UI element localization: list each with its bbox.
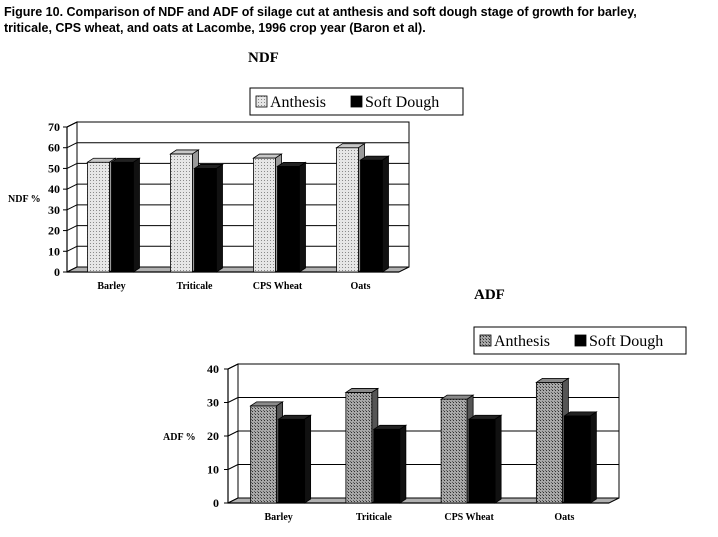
ndf-chart-title: NDF — [248, 50, 279, 66]
adf-bar-soft-dough-front — [468, 418, 496, 504]
adf-bar-soft-dough-front — [373, 428, 401, 504]
adf-legend-swatch-soft-dough — [574, 334, 587, 347]
adf-bar-soft-dough-side — [304, 414, 312, 504]
ndf-y-tick-label: 60 — [48, 141, 60, 155]
adf-bar-soft-dough-side — [494, 414, 502, 504]
ndf-gridline-depth — [66, 162, 78, 169]
adf-bar-anthesis — [535, 377, 570, 504]
adf-bar-anthesis — [344, 387, 380, 504]
ndf-legend: Anthesis Soft Dough — [249, 87, 464, 116]
ndf-gridline-depth — [66, 225, 78, 232]
adf-bar-soft-dough — [372, 424, 408, 504]
ndf-bar-soft-dough-side — [133, 157, 140, 273]
ndf-category-label: CPS Wheat — [253, 281, 303, 292]
adf-legend: Anthesis Soft Dough — [473, 326, 687, 355]
adf-category-label: Oats — [554, 512, 574, 523]
ndf-bar-soft-dough — [110, 157, 141, 273]
ndf-bar-anthesis-front — [170, 153, 193, 273]
ndf-bar-soft-dough — [276, 161, 307, 273]
ndf-gridline-depth — [66, 142, 78, 149]
ndf-bar-soft-dough-front — [111, 161, 134, 273]
ndf-legend-swatch-anthesis — [255, 95, 268, 108]
ndf-bar-anthesis-front — [253, 157, 276, 273]
adf-y-axis-label: ADF % — [163, 432, 196, 443]
ndf-y-tick-label: 70 — [48, 120, 60, 134]
adf-bar-soft-dough-side — [399, 424, 407, 504]
ndf-y-tick-label: 40 — [48, 182, 60, 196]
ndf-y-tick-label: 20 — [48, 224, 60, 238]
adf-legend-swatch-anthesis — [479, 334, 492, 347]
adf-bar-anthesis — [249, 401, 284, 504]
ndf-y-tick-label: 0 — [54, 265, 60, 279]
adf-y-tick-label: 30 — [207, 396, 219, 410]
ndf-category-label: Triticale — [177, 281, 213, 292]
ndf-y-axis-label: NDF % — [8, 194, 41, 205]
ndf-chart: 0 10 20 30 40 50 60 70 NDF % Barley Triticale CPS W… — [8, 87, 464, 292]
adf-bar-anthesis-front — [440, 398, 468, 504]
adf-y-tick-label: 40 — [207, 362, 219, 376]
ndf-bar-soft-dough — [193, 163, 224, 273]
adf-y-tick-label: 10 — [207, 463, 219, 477]
adf-y-tick-label: 0 — [213, 496, 219, 510]
adf-bar-anthesis-front — [535, 381, 563, 504]
adf-legend-label-soft-dough: Soft Dough — [589, 333, 663, 350]
ndf-y-tick-label: 30 — [48, 203, 60, 217]
ndf-bar-soft-dough-side — [299, 161, 306, 273]
adf-gridline-depth — [227, 464, 239, 470]
ndf-bar-soft-dough — [359, 155, 390, 273]
adf-category-label: Barley — [264, 512, 292, 523]
adf-chart: 0 10 20 30 40 ADF % Barley Triticale CPS Wheat Oa… — [163, 326, 687, 523]
adf-y-tick-label: 20 — [207, 429, 219, 443]
ndf-bar-anthesis-front — [87, 161, 110, 273]
adf-bar-soft-dough — [467, 414, 503, 504]
ndf-y-tick-label: 10 — [48, 244, 60, 258]
ndf-legend-label-soft-dough: Soft Dough — [365, 94, 439, 111]
ndf-gridline-depth — [66, 121, 78, 128]
adf-bar-soft-dough — [563, 411, 598, 504]
caption-text: Comparison of NDF and ADF of silage cut … — [4, 5, 637, 35]
adf-gridline-depth — [227, 430, 239, 437]
adf-bar-anthesis-front — [345, 392, 373, 504]
adf-category-label: CPS Wheat — [444, 512, 494, 523]
ndf-gridline-depth — [66, 204, 78, 211]
ndf-legend-label-anthesis: Anthesis — [270, 94, 326, 111]
ndf-category-label: Oats — [351, 281, 371, 292]
adf-gridline-depth — [227, 363, 239, 370]
ndf-bar-anthesis-front — [336, 147, 359, 273]
figure-caption: Figure 10. Comparison of NDF and ADF of … — [4, 4, 654, 36]
adf-bar-anthesis — [439, 394, 475, 504]
adf-category-label: Triticale — [356, 512, 392, 523]
adf-gridline-depth — [227, 397, 239, 403]
ndf-gridline-depth — [66, 183, 78, 190]
adf-bar-soft-dough-side — [589, 411, 597, 504]
ndf-category-label: Barley — [97, 281, 125, 292]
ndf-bar-soft-dough-side — [216, 163, 223, 273]
adf-chart-title: ADF — [474, 287, 505, 303]
adf-bar-soft-dough — [277, 414, 312, 504]
ndf-bar-soft-dough-front — [360, 159, 383, 273]
adf-bar-soft-dough-front — [278, 418, 306, 504]
adf-bar-soft-dough-front — [563, 415, 591, 504]
adf-legend-label-anthesis: Anthesis — [494, 333, 550, 350]
adf-bar-anthesis-front — [250, 405, 278, 504]
caption-lead: Figure 10. — [4, 5, 64, 19]
ndf-bar-soft-dough-front — [194, 168, 217, 273]
ndf-bar-soft-dough-front — [277, 165, 300, 273]
ndf-bar-soft-dough-side — [382, 155, 389, 273]
ndf-legend-swatch-soft-dough — [350, 95, 363, 108]
ndf-y-tick-label: 50 — [48, 161, 60, 175]
ndf-gridline-depth — [66, 245, 78, 252]
ndf-side-wall — [66, 121, 78, 273]
